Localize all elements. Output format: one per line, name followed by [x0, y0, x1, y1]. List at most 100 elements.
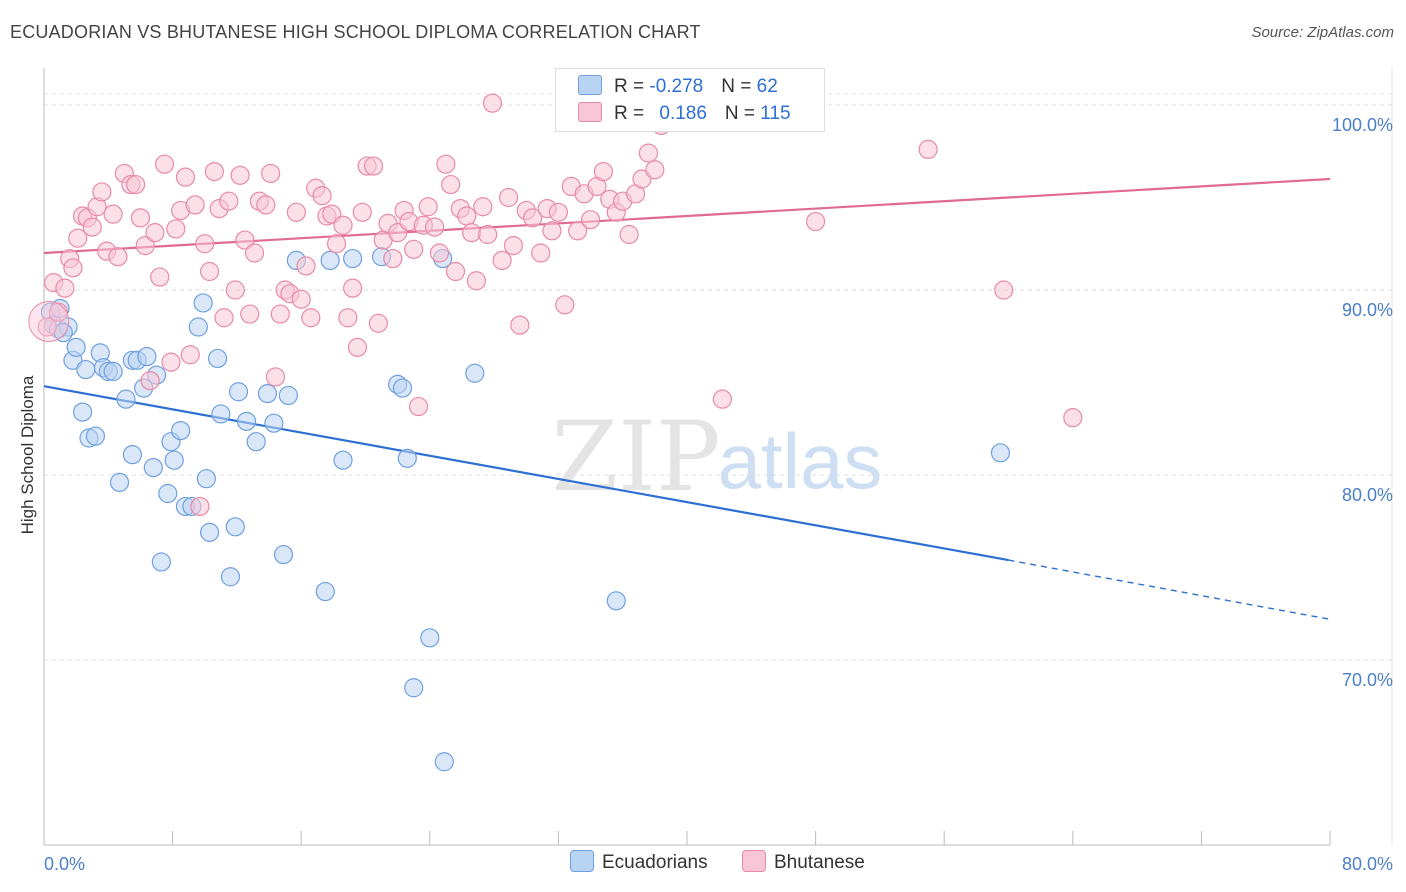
point-ecuadorians — [103, 361, 123, 381]
point-bhutanese — [63, 258, 83, 278]
point-bhutanese — [195, 234, 215, 254]
point-ecuadorians — [225, 517, 245, 537]
bhutanese-swatch — [578, 102, 602, 122]
point-bhutanese — [368, 313, 388, 333]
point-bhutanese — [130, 208, 151, 228]
point-bhutanese — [445, 261, 466, 282]
point-bhutanese — [461, 223, 482, 243]
point-bhutanese — [383, 248, 403, 269]
point-ecuadorians — [246, 432, 266, 452]
point-bhutanese — [150, 267, 170, 287]
legend-label: Ecuadorians — [602, 852, 708, 873]
point-ecuadorians — [333, 450, 353, 470]
point-bhutanese — [542, 221, 562, 241]
point-bhutanese — [326, 234, 347, 254]
r-label: R = — [614, 76, 650, 97]
point-bhutanese — [510, 315, 530, 335]
point-bhutanese — [343, 278, 363, 298]
bhutanese-legend-swatch — [742, 850, 766, 872]
point-bhutanese — [338, 308, 358, 328]
point-bhutanese — [37, 317, 57, 337]
y-tick-label: 90.0% — [1342, 300, 1393, 320]
series-legend: Ecuadorians Bhutanese — [0, 850, 1406, 878]
source-label: Source: ZipAtlas.com — [1251, 24, 1394, 41]
point-bhutanese — [82, 217, 102, 237]
point-bhutanese — [994, 280, 1014, 300]
point-bhutanese — [140, 371, 160, 391]
point-bhutanese — [482, 93, 503, 113]
point-bhutanese — [265, 367, 286, 387]
point-bhutanese — [108, 247, 128, 267]
point-ecuadorians — [228, 382, 249, 402]
trend-extension-ecuadorians — [1008, 559, 1331, 620]
point-bhutanese — [429, 243, 450, 263]
n-value: 62 — [756, 76, 778, 97]
point-ecuadorians — [392, 378, 413, 398]
point-ecuadorians — [211, 404, 231, 424]
point-ecuadorians — [76, 359, 96, 380]
point-bhutanese — [1063, 408, 1083, 428]
point-ecuadorians — [116, 389, 136, 409]
legend-label: Bhutanese — [774, 852, 865, 873]
point-bhutanese — [199, 261, 220, 282]
watermark-atlas: atlas — [718, 417, 883, 505]
point-ecuadorians — [72, 402, 93, 422]
point-bhutanese — [466, 271, 487, 291]
point-bhutanese — [204, 162, 224, 182]
point-bhutanese — [503, 236, 523, 256]
point-bhutanese — [632, 169, 652, 189]
point-ecuadorians — [158, 483, 178, 504]
point-ecuadorians — [320, 250, 340, 270]
point-ecuadorians — [465, 363, 485, 383]
data-points — [28, 93, 1083, 772]
point-ecuadorians — [193, 293, 213, 313]
stats-row-ecuadorians: R = -0.278 N = 62 — [578, 75, 778, 99]
y-tick-labels: 70.0% 80.0% 90.0% 100.0% — [1332, 115, 1393, 690]
point-bhutanese — [333, 215, 353, 235]
point-ecuadorians — [257, 384, 278, 404]
point-bhutanese — [235, 230, 255, 250]
point-bhutanese — [180, 345, 200, 365]
r-label: R = — [614, 103, 650, 124]
point-bhutanese — [619, 224, 639, 245]
n-value: 115 — [760, 103, 791, 124]
point-bhutanese — [92, 182, 112, 202]
point-bhutanese — [301, 308, 321, 328]
watermark-zip: ZIP — [551, 401, 720, 513]
point-bhutanese — [638, 143, 659, 163]
point-ecuadorians — [278, 385, 298, 406]
point-bhutanese — [68, 228, 88, 248]
point-bhutanese — [135, 236, 155, 256]
point-bhutanese — [230, 165, 250, 185]
point-ecuadorians — [85, 426, 106, 446]
point-bhutanese — [523, 208, 543, 228]
point-bhutanese — [166, 219, 186, 239]
point-bhutanese — [225, 280, 245, 300]
ecuadorians-swatch — [578, 75, 602, 95]
point-bhutanese — [244, 243, 265, 263]
point-bhutanese — [805, 211, 826, 232]
point-bhutanese — [55, 278, 75, 298]
trend-line-ecuadorians — [43, 385, 1009, 562]
n-label: N = — [724, 103, 761, 124]
point-bhutanese — [286, 202, 306, 222]
point-bhutanese — [312, 186, 332, 206]
point-ecuadorians — [606, 591, 626, 611]
point-ecuadorians — [196, 469, 216, 489]
grid-lines — [44, 68, 1393, 845]
point-bhutanese — [352, 202, 372, 222]
legend-item-ecuadorians[interactable]: Ecuadorians — [570, 850, 708, 874]
point-bhutanese — [28, 300, 70, 342]
point-ecuadorians — [990, 443, 1011, 463]
point-bhutanese — [580, 210, 601, 230]
point-ecuadorians — [151, 552, 171, 572]
point-bhutanese — [645, 160, 665, 180]
point-bhutanese — [190, 496, 210, 517]
legend-item-bhutanese[interactable]: Bhutanese — [742, 850, 865, 874]
point-ecuadorians — [109, 472, 130, 492]
point-bhutanese — [291, 289, 311, 309]
point-bhutanese — [214, 308, 234, 328]
point-ecuadorians — [404, 678, 424, 698]
point-bhutanese — [425, 217, 445, 237]
point-bhutanese — [531, 243, 551, 263]
